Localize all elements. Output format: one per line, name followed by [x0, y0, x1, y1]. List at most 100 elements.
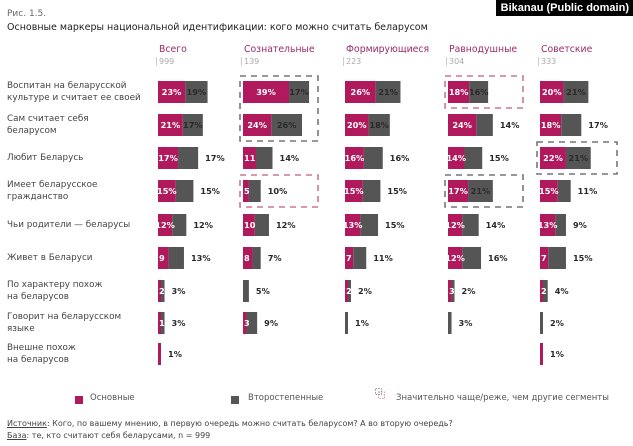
source-text: : Кого, по вашему мнению, в первую очере… [46, 419, 453, 428]
bar-secondary [469, 81, 489, 103]
bar-secondary [557, 180, 571, 202]
bar-label-secondary: 2% [358, 286, 372, 296]
highlight-legend-icon [375, 388, 385, 399]
bar-label-secondary: 1% [355, 318, 369, 328]
category-label: Любит Беларусь [7, 152, 155, 164]
bar-primary [243, 180, 249, 202]
bar-label-primary: 11 [244, 153, 256, 163]
bar-label-primary: 20% [347, 120, 367, 130]
bar-label-primary: 23% [162, 87, 182, 97]
bar-label-secondary: 15% [387, 186, 407, 196]
bar-label-secondary: 18% [369, 120, 389, 130]
group-sample-size: 223 [343, 57, 361, 66]
bar-primary [448, 247, 463, 269]
category-label: Воспитан на беларусской культуре и считае… [7, 80, 155, 104]
bar-secondary [161, 312, 165, 334]
bar-secondary [462, 247, 482, 269]
bar-primary [448, 280, 452, 302]
bar-primary [448, 214, 463, 236]
category-label-line: на беларусов [7, 292, 69, 302]
bar-label-primary: 8 [244, 253, 250, 263]
bar-secondary [348, 280, 351, 302]
bar-label-primary: 2 [541, 286, 547, 296]
figure-number: Рис. 1.5. [7, 9, 47, 19]
category-label-line: Сам считает себя [7, 114, 89, 124]
bar-secondary [555, 214, 566, 236]
bar-secondary [182, 114, 203, 136]
bar-secondary [362, 180, 381, 202]
bar-label-primary: 5 [244, 186, 250, 196]
bar-label-secondary: 21% [471, 186, 491, 196]
bar-label-secondary: 13% [191, 253, 211, 263]
bar-secondary [540, 312, 543, 334]
bar-label-secondary: 11% [373, 253, 393, 263]
bar-primary [243, 214, 255, 236]
bar-primary [345, 147, 364, 169]
bar-secondary [543, 280, 548, 302]
bar-label-primary: 12% [445, 253, 465, 263]
bar-primary [448, 180, 469, 202]
bar-label-primary: 12% [445, 220, 465, 230]
category-label-line: языке [7, 324, 35, 334]
group-sample-size: 304 [446, 57, 464, 66]
bar-secondary [468, 180, 493, 202]
category-label: По характеру похож на беларусов [7, 279, 155, 303]
bar-primary [540, 280, 543, 302]
category-label-line: Имеет беларусское [7, 180, 98, 190]
legend-highlight-label: Значительно чаще/реже, чем другие сегмен… [396, 393, 609, 403]
highlight-box [444, 174, 524, 208]
bar-label-primary: 20% [542, 87, 562, 97]
bar-label-primary: 1 [159, 318, 165, 328]
bar-label-primary: 39% [256, 87, 276, 97]
bar-primary [540, 247, 549, 269]
group-sample-size: 139 [241, 57, 259, 66]
bar-secondary [368, 114, 390, 136]
bar-label-secondary: 16% [469, 87, 489, 97]
bar-label-secondary: 14% [486, 220, 506, 230]
bar-label-secondary: 21% [569, 153, 589, 163]
bar-label-secondary: 12% [193, 220, 213, 230]
bar-label-secondary: 10% [268, 186, 288, 196]
legend-primary-swatch [75, 396, 83, 404]
bar-primary [158, 343, 161, 365]
bar-label-secondary: 7% [268, 253, 282, 263]
bar-secondary [254, 214, 269, 236]
bar-label-secondary: 2% [462, 286, 476, 296]
category-label-line: По характеру похож [7, 280, 103, 290]
category-label: Чьи родители — беларусы [7, 219, 155, 231]
bar-label-secondary: 1% [168, 349, 182, 359]
bar-secondary [476, 114, 493, 136]
bar-secondary [168, 247, 184, 269]
bar-primary [540, 343, 543, 365]
source-label: Источник [7, 419, 47, 428]
bar-label-secondary: 14% [500, 120, 520, 130]
bar-label-secondary: 15% [385, 220, 405, 230]
bar-secondary [248, 180, 261, 202]
category-label: Говорит на беларусском языке [7, 311, 155, 335]
bar-label-primary: 10 [244, 220, 256, 230]
bar-primary [448, 147, 465, 169]
bar-primary [540, 147, 566, 169]
bar-primary [540, 180, 558, 202]
bar-secondary [178, 147, 199, 169]
bar-primary [158, 312, 161, 334]
bar-label-secondary: 3% [172, 286, 186, 296]
bar-primary [158, 114, 183, 136]
bar-secondary [561, 114, 582, 136]
category-label: Имеет беларусское гражданство [7, 179, 155, 203]
bar-primary [345, 247, 354, 269]
bar-label-secondary: 26% [277, 120, 297, 130]
legend-primary-label: Основные [90, 393, 135, 403]
group-sample-size: 999 [156, 57, 174, 66]
bar-label-secondary: 15% [200, 186, 220, 196]
base-text: : те, кто считают себя беларусами, n = 9… [26, 431, 211, 440]
bar-secondary [563, 81, 589, 103]
group-header: Всего [159, 44, 187, 55]
bar-label-primary: 26% [351, 87, 371, 97]
bar-secondary [360, 214, 379, 236]
category-label-line: Внешне похож [7, 343, 76, 353]
bar-label-secondary: 17% [588, 120, 608, 130]
bar-label-secondary: 11% [578, 186, 598, 196]
bar-label-primary: 12% [155, 220, 175, 230]
bar-secondary [353, 247, 367, 269]
